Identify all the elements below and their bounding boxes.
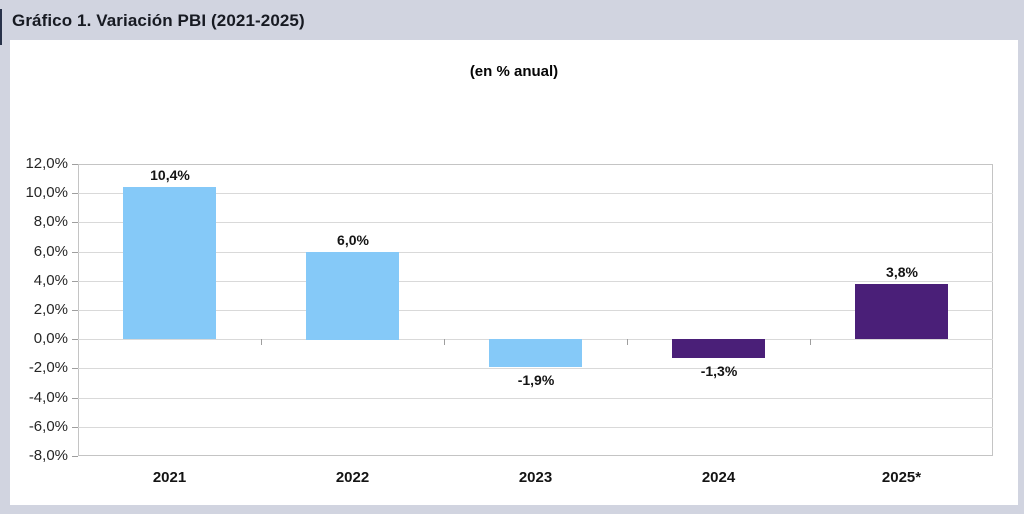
gridline xyxy=(78,193,993,194)
y-tick-label: 2,0% xyxy=(33,301,68,318)
y-tick-mark xyxy=(72,164,78,165)
y-tick-mark xyxy=(72,281,78,282)
bar-value-label: 10,4% xyxy=(150,167,190,183)
title-accent-bar xyxy=(0,9,2,45)
gridline xyxy=(78,252,993,253)
y-tick-label: 10,0% xyxy=(25,184,68,201)
x-category-label: 2022 xyxy=(335,469,370,486)
gridline xyxy=(78,310,993,311)
y-tick-label: 6,0% xyxy=(33,243,68,260)
x-category-label: 2024 xyxy=(701,469,736,486)
gridline xyxy=(78,427,993,428)
bar xyxy=(306,252,399,340)
y-tick-label: -4,0% xyxy=(28,389,68,406)
y-tick-label: 8,0% xyxy=(33,213,68,230)
y-tick-mark xyxy=(72,368,78,369)
gridline xyxy=(78,281,993,282)
bar xyxy=(672,339,765,358)
y-tick-mark xyxy=(72,456,78,457)
gridline xyxy=(78,222,993,223)
y-tick-mark xyxy=(72,398,78,399)
category-tick-mark xyxy=(261,339,262,345)
bar xyxy=(123,187,216,339)
gridline xyxy=(78,368,993,369)
bar-value-label: -1,9% xyxy=(517,372,555,388)
x-category-label: 2023 xyxy=(518,469,553,486)
chart-subtitle: (en % anual) xyxy=(469,63,559,80)
y-tick-mark xyxy=(72,222,78,223)
y-tick-label: 0,0% xyxy=(33,330,68,347)
y-tick-label: 12,0% xyxy=(25,155,68,172)
y-tick-mark xyxy=(72,427,78,428)
bar xyxy=(855,284,948,339)
bar xyxy=(489,339,582,367)
category-tick-mark xyxy=(627,339,628,345)
bar-value-label: 3,8% xyxy=(886,264,918,280)
y-tick-label: -8,0% xyxy=(28,447,68,464)
y-tick-label: -2,0% xyxy=(28,359,68,376)
bar-value-label: 6,0% xyxy=(337,232,369,248)
y-tick-label: -6,0% xyxy=(28,418,68,435)
category-tick-mark xyxy=(810,339,811,345)
bar-value-label: -1,3% xyxy=(700,363,738,379)
y-tick-label: 4,0% xyxy=(33,272,68,289)
y-tick-mark xyxy=(72,193,78,194)
y-tick-mark xyxy=(72,310,78,311)
gridline xyxy=(78,398,993,399)
x-category-label: 2025* xyxy=(881,469,922,486)
x-category-label: 2021 xyxy=(152,469,187,486)
category-tick-mark xyxy=(444,339,445,345)
y-tick-mark xyxy=(72,252,78,253)
chart-title: Gráfico 1. Variación PBI (2021-2025) xyxy=(12,11,305,30)
y-tick-mark xyxy=(72,339,78,340)
